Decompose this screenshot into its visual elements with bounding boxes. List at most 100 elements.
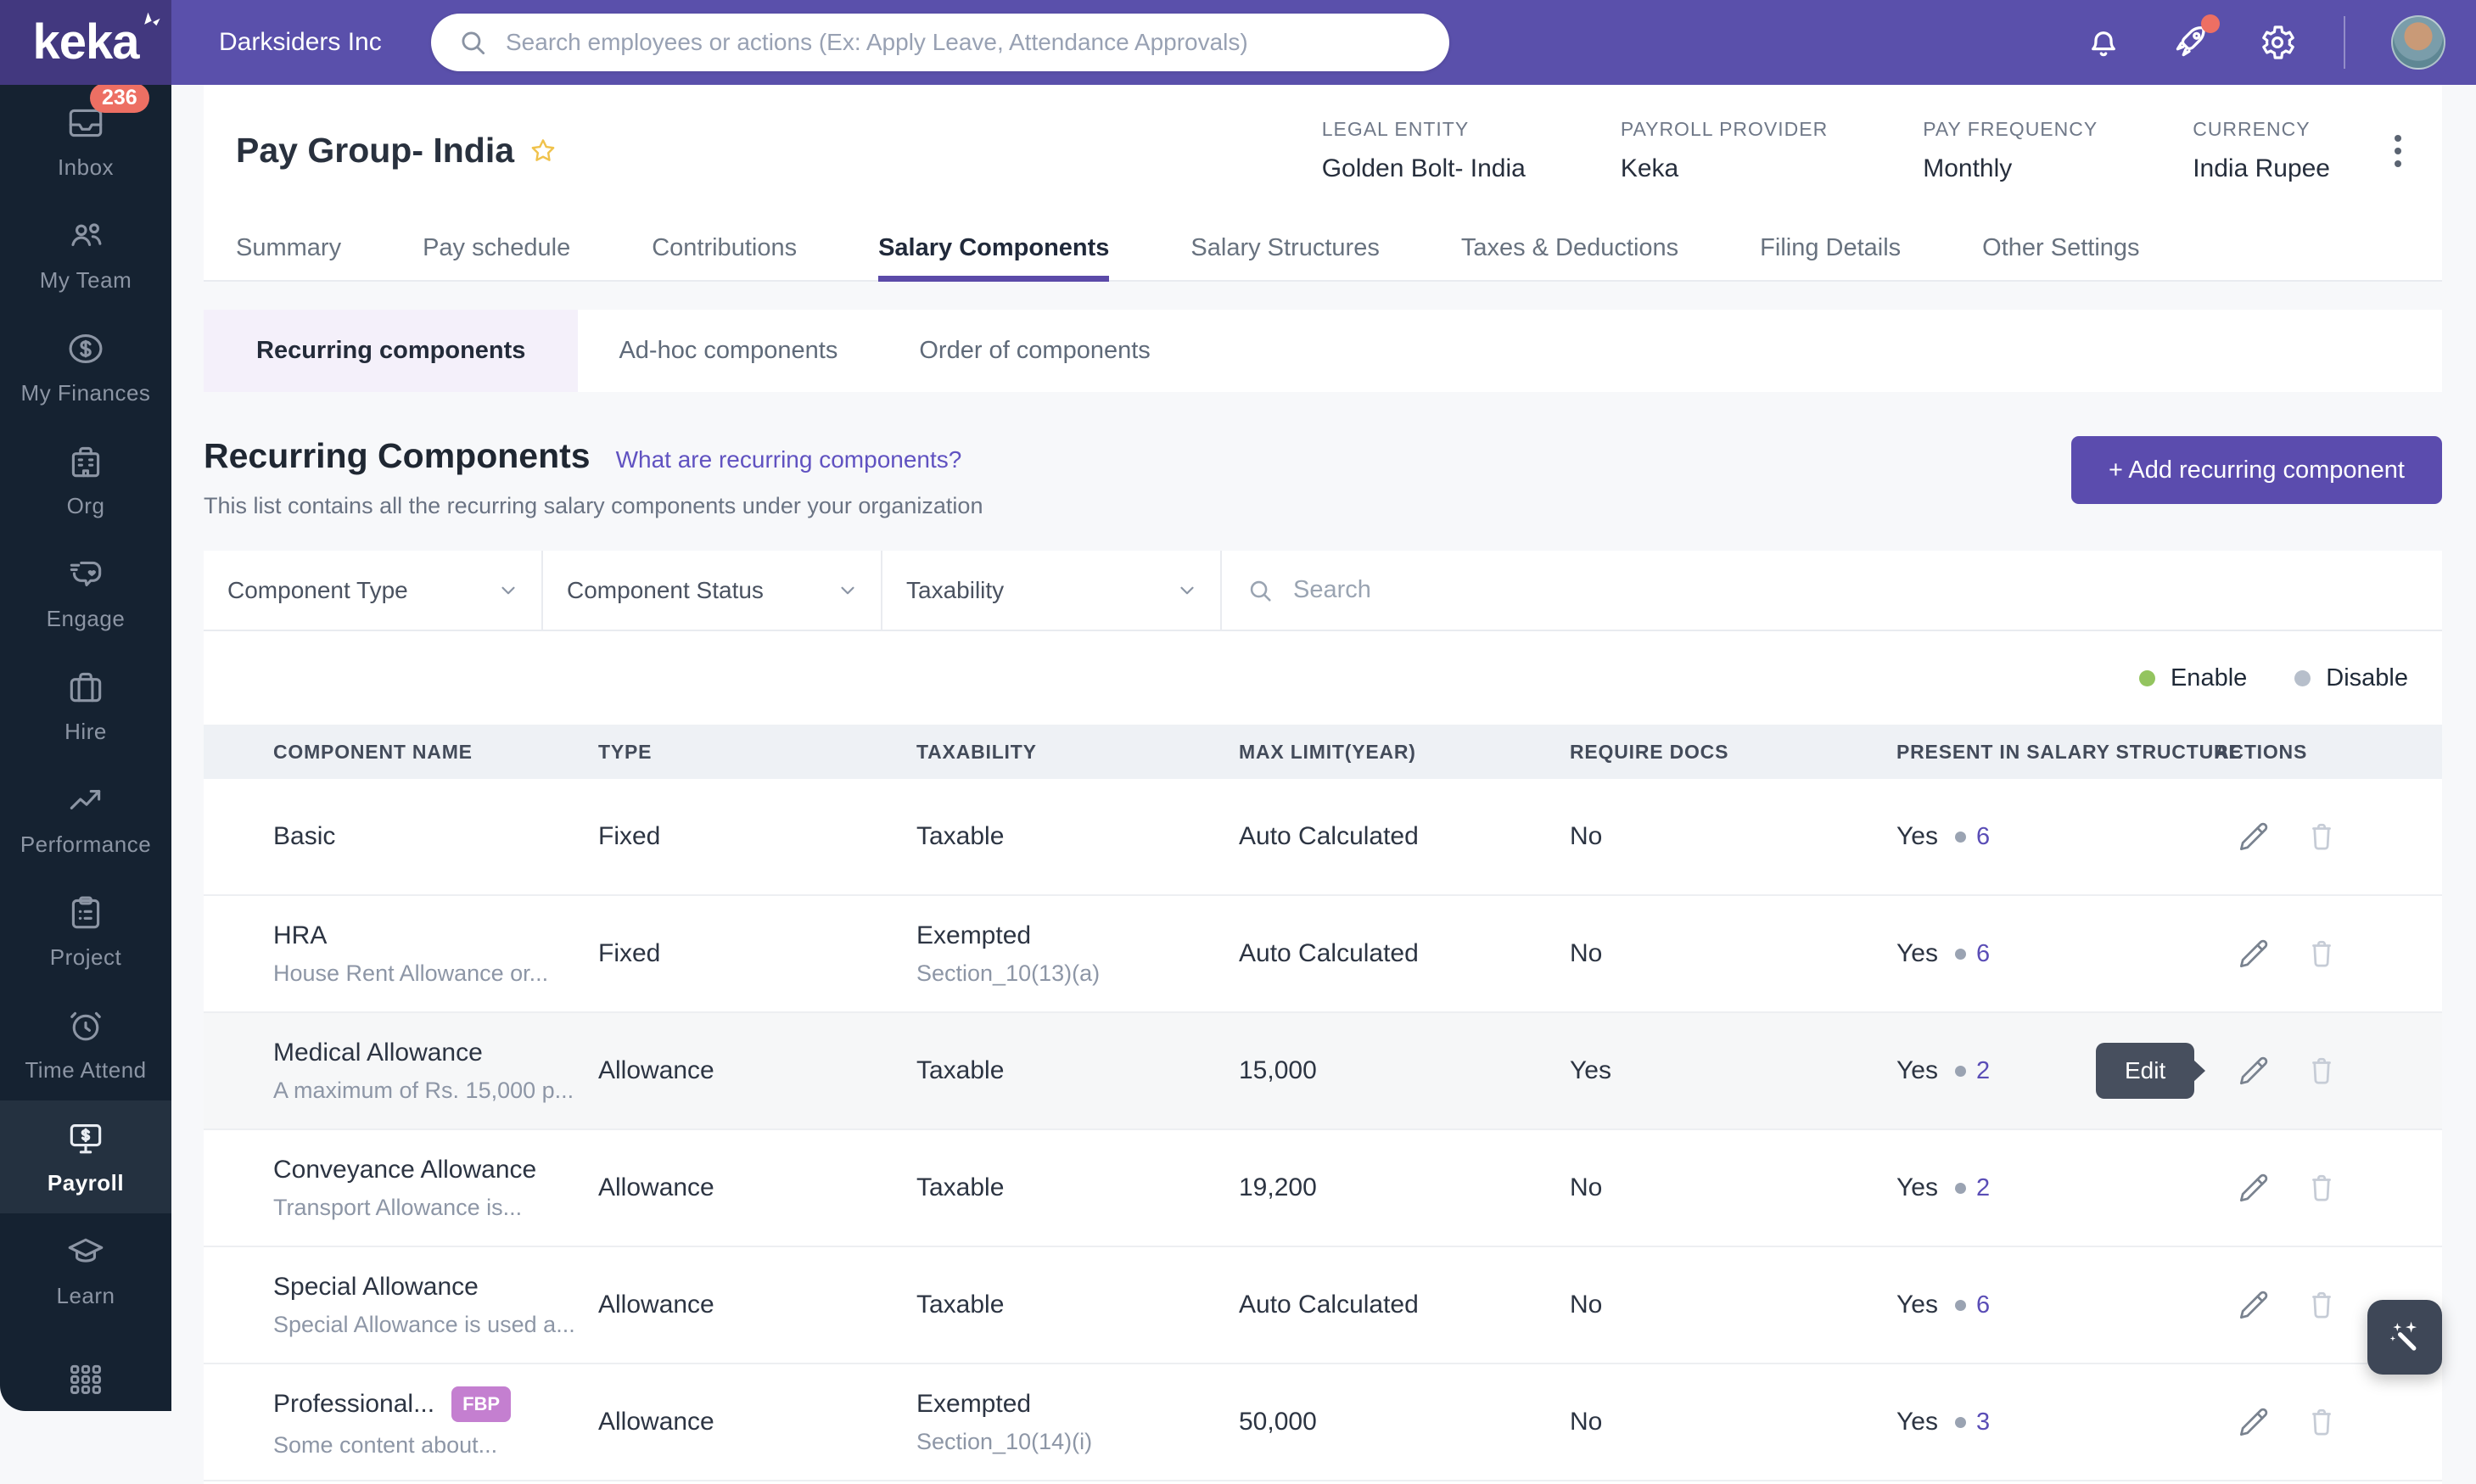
component-status-filter[interactable]: Component Status xyxy=(543,551,882,630)
hire-icon xyxy=(64,666,107,708)
kebab-menu-icon[interactable] xyxy=(2389,130,2406,172)
info-pay-frequency: PAY FREQUENCY Monthly xyxy=(1923,118,2098,183)
subtab-adhoc-components[interactable]: Ad-hoc components xyxy=(578,310,878,392)
table-row[interactable]: Basic Fixed Taxable Auto Calculated No Y… xyxy=(204,779,2442,896)
edit-pencil-icon[interactable] xyxy=(2235,1286,2272,1324)
team-icon xyxy=(64,215,107,257)
table-search xyxy=(1222,551,2442,630)
present-count-dot xyxy=(1955,1183,1966,1194)
table-search-input[interactable] xyxy=(1293,576,2418,604)
finances-icon xyxy=(64,328,107,370)
top-bar: keka Darksiders Inc xyxy=(0,0,2476,85)
legend-disable: Disable xyxy=(2294,664,2408,692)
delete-trash-icon[interactable] xyxy=(2303,1286,2340,1324)
pay-group-info: LEGAL ENTITY Golden Bolt- India PAYROLL … xyxy=(1322,118,2330,183)
pay-group-tabs: Summary Pay schedule Contributions Salar… xyxy=(204,216,2442,282)
time-attend-icon xyxy=(64,1005,107,1047)
keka-logo[interactable]: keka xyxy=(0,0,171,85)
tab-summary[interactable]: Summary xyxy=(236,216,341,280)
sidebar-item-project[interactable]: Project xyxy=(0,875,171,988)
sidebar-item-label: Org xyxy=(67,493,105,519)
engage-icon xyxy=(64,553,107,596)
sidebar-item-label: Inbox xyxy=(58,154,114,181)
tab-pay-schedule[interactable]: Pay schedule xyxy=(423,216,570,280)
delete-trash-icon[interactable] xyxy=(2303,818,2340,855)
edit-pencil-icon[interactable] xyxy=(2235,818,2272,855)
sidebar-item-learn[interactable]: Learn xyxy=(0,1213,171,1326)
sidebar-item-time-attend[interactable]: Time Attend xyxy=(0,988,171,1100)
sidebar-item-label: Learn xyxy=(57,1283,115,1309)
present-count-dot xyxy=(1955,1300,1966,1311)
project-icon xyxy=(64,892,107,934)
taxability-filter[interactable]: Taxability xyxy=(882,551,1222,630)
info-currency: CURRENCY India Rupee xyxy=(2193,118,2330,183)
search-icon xyxy=(457,26,489,59)
inbox-count-badge: 236 xyxy=(90,83,149,113)
enable-dot xyxy=(2139,670,2155,686)
tab-contributions[interactable]: Contributions xyxy=(652,216,797,280)
tab-other-settings[interactable]: Other Settings xyxy=(1982,216,2139,280)
sidebar-item-label: Hire xyxy=(64,719,107,745)
tab-taxes-deductions[interactable]: Taxes & Deductions xyxy=(1461,216,1678,280)
edit-pencil-icon[interactable] xyxy=(2235,1169,2272,1207)
sidebar-item-engage[interactable]: Engage xyxy=(0,536,171,649)
component-type-filter[interactable]: Component Type xyxy=(204,551,543,630)
sidebar-item-label: Engage xyxy=(47,606,126,632)
tab-salary-components[interactable]: Salary Components xyxy=(878,216,1109,280)
status-legend: Enable Disable xyxy=(204,631,2442,725)
table-row[interactable]: HRA House Rent Allowance or... Fixed Exe… xyxy=(204,896,2442,1013)
favorite-star-icon[interactable] xyxy=(528,136,558,166)
table-row[interactable]: Conveyance Allowance Transport Allowance… xyxy=(204,1130,2442,1247)
sidebar-item-org[interactable]: Org xyxy=(0,423,171,536)
delete-trash-icon[interactable] xyxy=(2303,935,2340,972)
subtab-order-of-components[interactable]: Order of components xyxy=(878,310,1190,392)
apps-grid-icon[interactable] xyxy=(0,1360,171,1397)
sidebar-item-inbox[interactable]: 236 Inbox xyxy=(0,85,171,198)
performance-icon xyxy=(64,779,107,821)
sidebar-item-my-finances[interactable]: My Finances xyxy=(0,311,171,423)
page-title: Pay Group- India xyxy=(236,131,558,171)
whats-new-rocket-icon[interactable] xyxy=(2169,21,2211,64)
magic-wand-assistant-button[interactable] xyxy=(2367,1300,2442,1375)
table-row[interactable]: Professional... FBP Some content about..… xyxy=(204,1364,2442,1481)
table-row[interactable]: Special Allowance Special Allowance is u… xyxy=(204,1247,2442,1364)
chevron-down-icon xyxy=(837,580,859,602)
edit-pencil-icon[interactable] xyxy=(2235,935,2272,972)
present-count-dot xyxy=(1955,1417,1966,1428)
avatar[interactable] xyxy=(2391,15,2445,70)
global-search[interactable] xyxy=(431,14,1449,71)
table-row[interactable]: Medical Allowance A maximum of Rs. 15,00… xyxy=(204,1013,2442,1130)
edit-pencil-icon[interactable] xyxy=(2235,1403,2272,1441)
delete-trash-icon[interactable] xyxy=(2303,1169,2340,1207)
edit-pencil-icon[interactable] xyxy=(2235,1052,2272,1089)
sidebar-item-payroll[interactable]: Payroll xyxy=(0,1100,171,1213)
fbp-badge: FBP xyxy=(451,1386,511,1422)
settings-gear-icon[interactable] xyxy=(2257,22,2298,63)
delete-trash-icon[interactable] xyxy=(2303,1052,2340,1089)
chevron-down-icon xyxy=(1176,580,1198,602)
recurring-components-card: Component Type Component Status Taxabili… xyxy=(204,551,2442,1484)
sidebar-item-label: My Finances xyxy=(21,380,151,406)
section-title: Recurring Components xyxy=(204,436,591,476)
subtab-recurring-components[interactable]: Recurring components xyxy=(204,310,578,392)
sidebar-item-label: Time Attend xyxy=(25,1057,146,1084)
add-recurring-component-button[interactable]: + Add recurring component xyxy=(2071,436,2442,504)
what-are-recurring-components-link[interactable]: What are recurring components? xyxy=(616,446,962,473)
company-name: Darksiders Inc xyxy=(219,28,382,57)
delete-trash-icon[interactable] xyxy=(2303,1403,2340,1441)
legend-enable: Enable xyxy=(2139,664,2247,692)
sidebar-item-my-team[interactable]: My Team xyxy=(0,198,171,311)
sidebar-item-performance[interactable]: Performance xyxy=(0,762,171,875)
section-subtitle: This list contains all the recurring sal… xyxy=(204,493,983,519)
sidebar-item-label: Project xyxy=(50,944,121,971)
tab-salary-structures[interactable]: Salary Structures xyxy=(1190,216,1379,280)
logo-sparkle-icon xyxy=(132,8,161,36)
components-subtabs: Recurring components Ad-hoc components O… xyxy=(204,310,2442,392)
sidebar-item-hire[interactable]: Hire xyxy=(0,649,171,762)
topbar-divider xyxy=(2344,16,2345,69)
pay-group-header: Pay Group- India LEGAL ENTITY Golden Bol… xyxy=(204,85,2442,282)
payroll-icon xyxy=(64,1117,107,1160)
notifications-bell-icon[interactable] xyxy=(2084,23,2123,62)
tab-filing-details[interactable]: Filing Details xyxy=(1760,216,1901,280)
global-search-input[interactable] xyxy=(506,29,1424,56)
